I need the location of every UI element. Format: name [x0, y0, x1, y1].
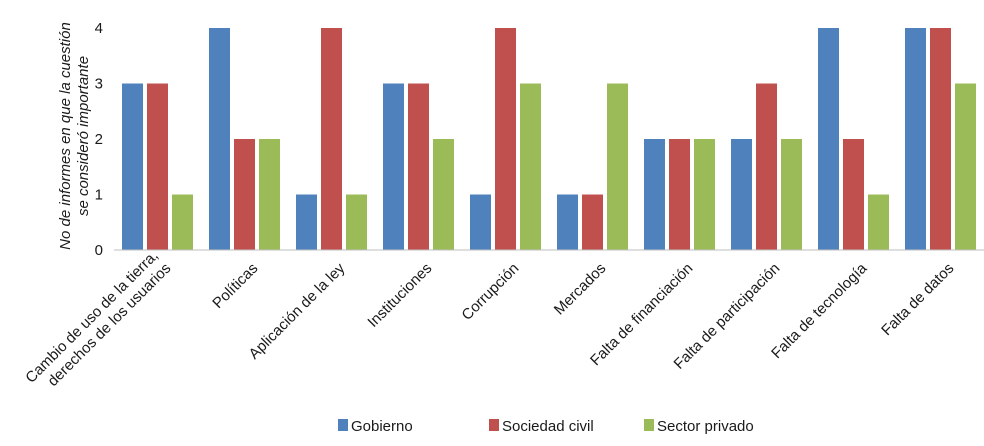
x-category-label-line: Instituciones	[364, 260, 435, 331]
bar	[669, 139, 690, 250]
bar	[209, 28, 230, 250]
bar	[756, 83, 777, 250]
bar	[955, 83, 976, 250]
bar	[147, 83, 168, 250]
y-axis-ticks: 0 1 2 3 4	[95, 20, 103, 259]
legend-label: Gobierno	[351, 418, 413, 435]
bar	[383, 83, 404, 250]
bar	[582, 194, 603, 250]
bar	[644, 139, 665, 250]
bar	[122, 83, 143, 250]
bar	[905, 28, 926, 250]
y-tick-label: 4	[95, 20, 103, 37]
legend-label: Sociedad civil	[502, 418, 594, 435]
x-category-label: Instituciones	[364, 260, 435, 331]
x-category-label-line: Cambio de uso de la tierra,	[22, 247, 161, 386]
x-category-label: Políticas	[209, 260, 261, 312]
x-category-label: Cambio de uso de la tierra,derechos de l…	[22, 247, 174, 399]
x-category-label: Falta de tecnología	[768, 259, 871, 362]
bar	[818, 28, 839, 250]
x-category-label-line: Falta de tecnología	[768, 259, 871, 362]
y-tick-label: 3	[95, 76, 103, 93]
bar	[234, 139, 255, 250]
bar	[731, 139, 752, 250]
bars-group	[122, 28, 976, 250]
x-category-label-line: Corrupción	[458, 260, 522, 324]
bar	[433, 139, 454, 250]
bar	[694, 139, 715, 250]
y-axis-title-line-1: No de informes en que la cuestión	[57, 22, 74, 250]
x-category-label-line: Mercados	[551, 260, 610, 319]
x-category-label: Corrupción	[458, 260, 522, 324]
bar	[470, 194, 491, 250]
bar	[843, 139, 864, 250]
legend-swatch	[489, 419, 499, 431]
bar	[868, 194, 889, 250]
bar	[495, 28, 516, 250]
y-tick-label: 0	[95, 242, 103, 259]
bar	[557, 194, 578, 250]
legend-label: Sector privado	[657, 418, 754, 435]
y-axis-title-line-2: se consideró importante	[75, 56, 92, 216]
legend: Gobierno Sociedad civil Sector privado	[338, 418, 754, 435]
bar	[408, 83, 429, 250]
y-axis-title: No de informes en que la cuestión se con…	[57, 22, 92, 250]
x-category-label: Falta de datos	[878, 260, 957, 339]
legend-swatch	[338, 419, 348, 431]
bar	[172, 194, 193, 250]
y-tick-label: 2	[95, 131, 103, 148]
x-category-label-line: Falta de datos	[878, 260, 957, 339]
bar	[930, 28, 951, 250]
bar	[259, 139, 280, 250]
x-category-label-line: Políticas	[209, 260, 261, 312]
bar	[520, 83, 541, 250]
x-category-label-line: derechos de los usuarios	[44, 260, 174, 390]
bar	[346, 194, 367, 250]
bar	[321, 28, 342, 250]
y-tick-label: 1	[95, 187, 103, 204]
bar	[296, 194, 317, 250]
x-category-label-line: Aplicación de la ley	[246, 260, 349, 363]
x-axis-category-labels: Cambio de uso de la tierra,derechos de l…	[22, 247, 957, 399]
bar	[607, 83, 628, 250]
x-category-label: Aplicación de la ley	[246, 260, 349, 363]
legend-swatch	[644, 419, 654, 431]
x-category-label: Mercados	[551, 260, 610, 319]
bar	[781, 139, 802, 250]
